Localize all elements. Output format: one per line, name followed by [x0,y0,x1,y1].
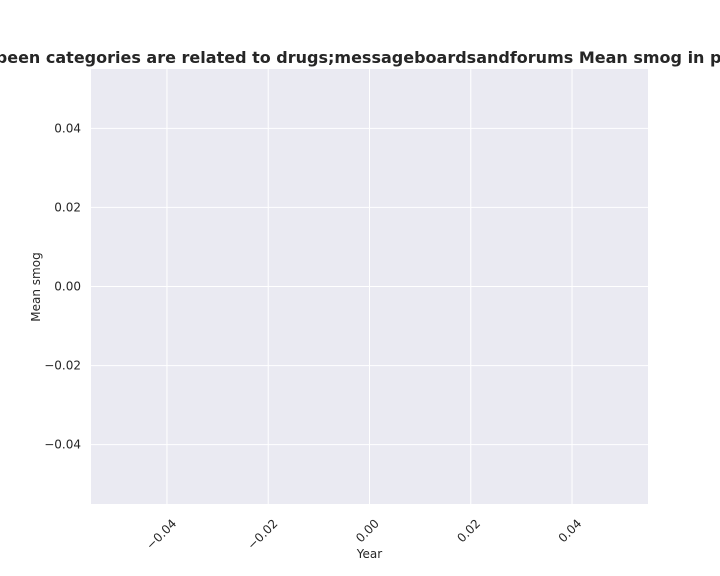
x-axis-label: Year [356,547,382,561]
y-tick-label: 0.00 [54,280,81,294]
x-tick-label: 0.04 [556,516,585,545]
x-tick-label: 0.00 [353,516,382,545]
y-axis-label: Mean smog [29,252,43,321]
x-tick-label: −0.02 [245,516,281,552]
y-tick-label: −0.04 [44,438,81,452]
x-tick-label: −0.04 [143,516,179,552]
y-tick-label: 0.04 [54,121,81,135]
grid-lines [91,69,648,504]
y-axis-ticks: 0.04 0.02 0.00 −0.02 −0.04 [44,121,81,451]
y-tick-label: 0.02 [54,200,81,214]
chart-title: Websites that have been categories are r… [0,48,720,67]
x-tick-label: 0.02 [454,516,483,545]
y-tick-label: −0.02 [44,359,81,373]
